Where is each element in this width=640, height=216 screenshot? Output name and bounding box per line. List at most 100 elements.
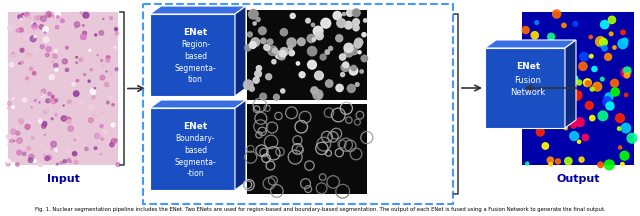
Circle shape [13,140,15,141]
Circle shape [313,90,323,100]
Circle shape [33,23,35,24]
Circle shape [60,117,63,119]
Circle shape [12,106,15,108]
Circle shape [92,112,97,116]
Circle shape [70,161,72,163]
Circle shape [625,93,628,97]
Circle shape [84,147,88,151]
Circle shape [313,26,323,36]
Circle shape [45,156,49,160]
Circle shape [548,33,554,40]
Circle shape [280,48,288,56]
Circle shape [54,64,58,68]
Circle shape [43,27,49,32]
Circle shape [52,15,54,17]
Circle shape [110,143,114,147]
Circle shape [32,24,37,29]
Circle shape [257,66,262,71]
Polygon shape [235,6,246,96]
Circle shape [609,32,613,36]
Circle shape [6,135,11,139]
Circle shape [102,65,105,68]
Circle shape [547,157,554,163]
Circle shape [106,56,110,59]
Circle shape [32,159,33,160]
Circle shape [573,76,578,81]
Circle shape [56,163,58,165]
Circle shape [89,49,91,51]
Circle shape [39,25,44,29]
Circle shape [299,72,305,78]
Circle shape [116,140,117,141]
Circle shape [593,82,602,91]
Circle shape [108,95,112,99]
Bar [522,12,634,165]
Circle shape [84,74,86,76]
Circle shape [25,124,30,129]
Circle shape [549,162,552,166]
Circle shape [273,94,279,100]
Circle shape [89,105,93,109]
Circle shape [17,138,22,143]
Circle shape [618,146,621,149]
Circle shape [618,127,621,130]
Circle shape [541,80,544,83]
Circle shape [15,27,16,28]
Circle shape [22,152,26,156]
Circle shape [308,60,316,69]
Circle shape [620,151,629,160]
Circle shape [611,79,618,87]
Circle shape [556,159,561,164]
Circle shape [60,161,62,164]
Circle shape [325,50,330,54]
Circle shape [311,87,318,94]
Circle shape [289,50,294,56]
Text: ENet: ENet [516,62,540,71]
Circle shape [46,109,50,113]
Circle shape [346,10,353,16]
Circle shape [51,118,53,120]
Circle shape [522,27,529,33]
Circle shape [563,44,570,50]
Text: Region-
based
Segmenta-
tion: Region- based Segmenta- tion [175,40,216,84]
Circle shape [65,46,68,49]
Circle shape [8,102,12,105]
Circle shape [577,140,580,143]
Circle shape [40,93,43,95]
Circle shape [109,16,113,19]
Circle shape [94,147,97,149]
Polygon shape [565,40,576,128]
Circle shape [545,77,553,85]
Circle shape [541,53,550,63]
Circle shape [527,69,536,78]
Circle shape [77,93,79,95]
Circle shape [52,118,54,120]
Circle shape [23,98,27,102]
Circle shape [275,51,283,59]
Circle shape [531,60,536,66]
Circle shape [281,89,285,93]
Circle shape [33,71,36,75]
Circle shape [74,22,80,27]
Circle shape [8,107,10,109]
Circle shape [9,89,11,91]
Circle shape [564,126,568,130]
Circle shape [603,97,612,106]
Circle shape [88,118,93,123]
Circle shape [56,26,59,29]
Circle shape [250,86,254,91]
Circle shape [55,149,58,152]
Circle shape [46,11,52,17]
Circle shape [253,77,259,83]
Circle shape [353,25,359,31]
Circle shape [529,43,539,52]
Circle shape [54,54,58,59]
Circle shape [579,157,584,162]
Circle shape [97,143,99,144]
Circle shape [15,126,17,129]
Text: Output: Output [556,174,600,184]
Circle shape [586,102,593,110]
Circle shape [76,56,77,58]
Circle shape [569,70,575,76]
Circle shape [264,44,270,50]
